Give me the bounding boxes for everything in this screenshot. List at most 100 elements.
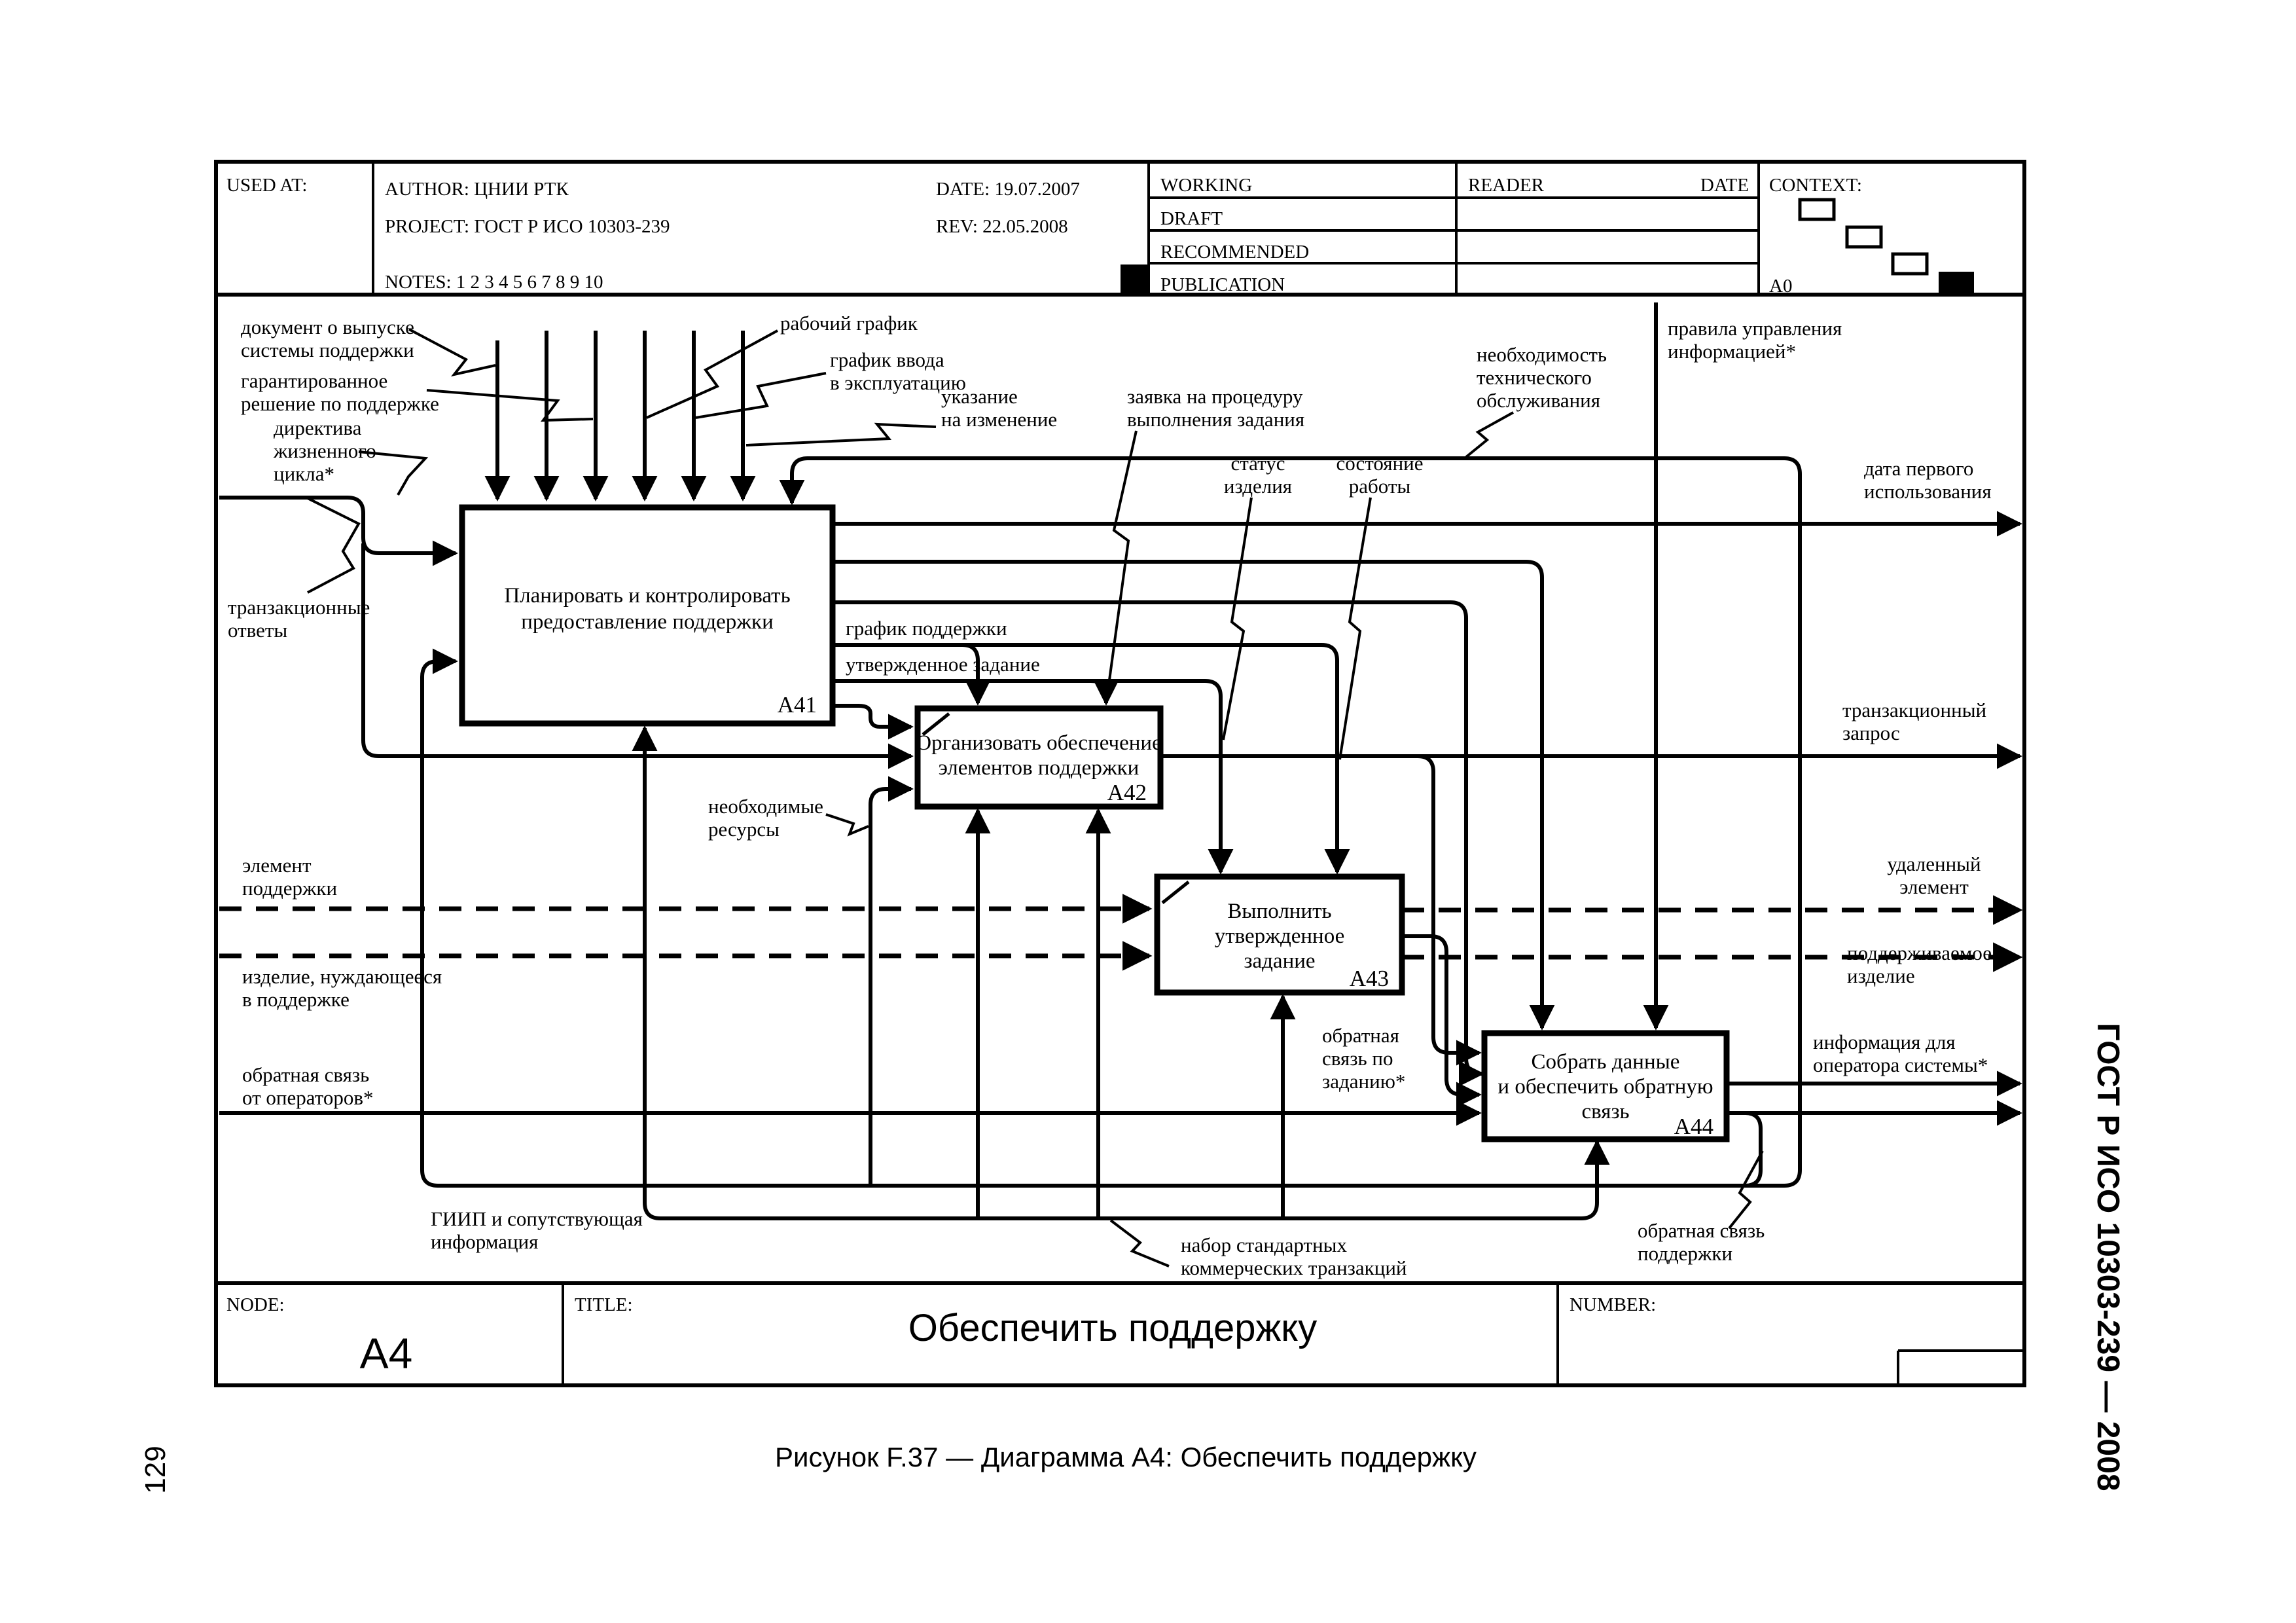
label-removed-element-1: удаленный [1887,852,1981,875]
label-support-element-2: поддержки [242,877,337,900]
a43-id: А43 [1350,966,1389,991]
label-removed-element-2: элемент [1899,875,1969,898]
callout-commissioning-schedule [695,372,827,419]
page-number: 129 [139,1446,171,1493]
label-business-transactions-2: коммерческих транзакций [1181,1256,1407,1279]
status-draft: DRAFT [1160,208,1223,229]
label-approved-task: утвержденное задание [846,653,1040,676]
status-recommended: RECOMMENDED [1160,242,1309,263]
label-operator-info-1: информация для [1813,1030,1956,1053]
label-support-element-1: элемент [242,854,312,877]
callout-task-request [1107,430,1138,685]
label-giip-info-1: ГИИП и сопутствующая [431,1207,643,1230]
label-support-feedback-1: обратная связь [1638,1219,1765,1242]
label-required-resources-1: необходимые [708,795,823,818]
label-callouts [306,328,1764,1267]
a42-corner-notch [922,712,950,736]
context-node-label: A0 [1769,276,1792,297]
label-info-rules-1: правила управления [1668,317,1842,340]
label-task-request-1: заявка на процедуру [1127,385,1303,408]
a43-corner-notch [1161,881,1190,904]
form-frame [214,160,2026,1387]
label-giip-info-2: информация [431,1230,538,1253]
form-header: USED AT: AUTHOR: ЦНИИ РТК PROJECT: ГОСТ … [226,175,1974,297]
label-first-use-date-1: дата первого [1864,457,1973,480]
label-commissioning-schedule-2: в эксплуатацию [830,371,966,394]
callout-transactional-responses [306,496,361,594]
used-at-label: USED AT: [226,175,307,196]
activity-box-a41: Планировать и контролировать предоставле… [459,504,836,727]
title-label: TITLE: [575,1294,633,1315]
arrow-transactional-responses-a42 [361,543,914,769]
label-transactional-request-2: запрос [1842,721,1900,744]
status-working: WORKING [1160,175,1252,196]
activity-box-a42: Организовать обеспечение элементов подде… [914,705,1164,810]
activity-box-a43: Выполнить утвержденное задание А43 [1154,873,1405,996]
label-work-schedule: рабочий график [780,312,918,335]
label-operator-feedback-2: от операторов* [242,1086,373,1109]
label-guaranteed-solution-1: гарантированное [241,369,387,392]
callout-work-schedule [646,329,778,419]
label-task-request-2: выполнения задания [1127,408,1304,431]
node-value: A4 [360,1329,413,1377]
arrow-labels: документ о выпуске системы поддержки гар… [228,312,1992,1279]
label-support-schedule: график поддержки [846,617,1007,640]
arrow-a41-to-a44-top [833,560,1555,1030]
a41-title-line1: Планировать и контролировать [504,584,790,608]
a44-title-line1: Собрать данные [1532,1050,1680,1074]
context-label: CONTEXT: [1769,175,1862,196]
label-support-feedback-2: поддержки [1638,1242,1732,1265]
label-maintenance-need-1: необходимость [1477,343,1607,366]
arrow-support-feedback-branch [1744,1111,1763,1188]
arrow-approved-task-a43 [833,679,1234,875]
label-guaranteed-solution-2: решение по поддержке [241,392,439,415]
arrow-transactional-responses-a41 [219,496,458,566]
label-commissioning-schedule-1: график ввода [830,348,944,371]
reader-label: READER [1468,175,1545,196]
a42-id: А42 [1107,780,1147,805]
callout-guaranteed-solution [426,389,594,422]
arrow-support-schedule-a42 [961,643,991,706]
label-lifecycle-directive-2: жизненного [273,439,376,462]
label-transactional-request-1: транзакционный [1842,699,1986,721]
arrow-a41-to-a42-input1 [833,704,914,740]
label-product-status-1: статус [1230,452,1285,475]
callout-maintenance-need [1465,411,1514,458]
a41-title-line2: предоставление поддержки [521,610,774,634]
label-task-feedback-1: обратная [1322,1024,1399,1047]
project-field: PROJECT: ГОСТ Р ИСО 10303-239 [385,216,670,237]
label-supported-product-1: поддерживаемое [1847,941,1992,964]
node-label: NODE: [226,1294,285,1315]
arrow-support-schedule-a43 [833,643,1350,875]
form-footer: NODE: A4 TITLE: Обеспечить поддержку NUM… [226,1294,1656,1377]
callout-support-feedback [1728,1150,1764,1230]
label-lifecycle-directive-3: цикла* [274,462,334,485]
label-operator-info-2: оператора системы* [1813,1053,1988,1076]
label-business-transactions-1: набор стандартных [1181,1233,1347,1256]
arrow-approved-task-a42 [1090,679,1119,706]
notes-field: NOTES: 1 2 3 4 5 6 7 8 9 10 [385,272,603,293]
label-task-feedback-2: связь по [1322,1047,1393,1070]
author-field: AUTHOR: ЦНИИ РТК [385,179,569,200]
callout-required-resources [825,813,869,837]
arrow-required-resources [869,776,914,1186]
label-supported-product-2: изделие [1847,964,1915,987]
label-work-status-1: состояние [1336,452,1423,475]
publication-marker [1121,264,1147,293]
label-maintenance-need-3: обслуживания [1477,389,1600,412]
a44-id: А44 [1674,1114,1713,1139]
arrow-rail-and-giip-feedback [420,456,1802,1188]
a43-title-line1: Выполнить [1227,900,1331,923]
date-col-label: DATE [1700,175,1749,196]
label-transactional-responses-2: ответы [228,619,287,642]
label-document-release-2: системы поддержки [241,338,414,361]
a44-title-line2: и обеспечить обратную [1498,1075,1713,1099]
a42-title-line1: Организовать обеспечение [916,731,1162,755]
callout-work-status [1338,497,1372,760]
label-operator-feedback-1: обратная связь [242,1063,369,1086]
label-work-status-2: работы [1349,475,1411,498]
context-thumbnail [1798,198,1974,293]
label-first-use-date-2: использования [1864,480,1992,503]
